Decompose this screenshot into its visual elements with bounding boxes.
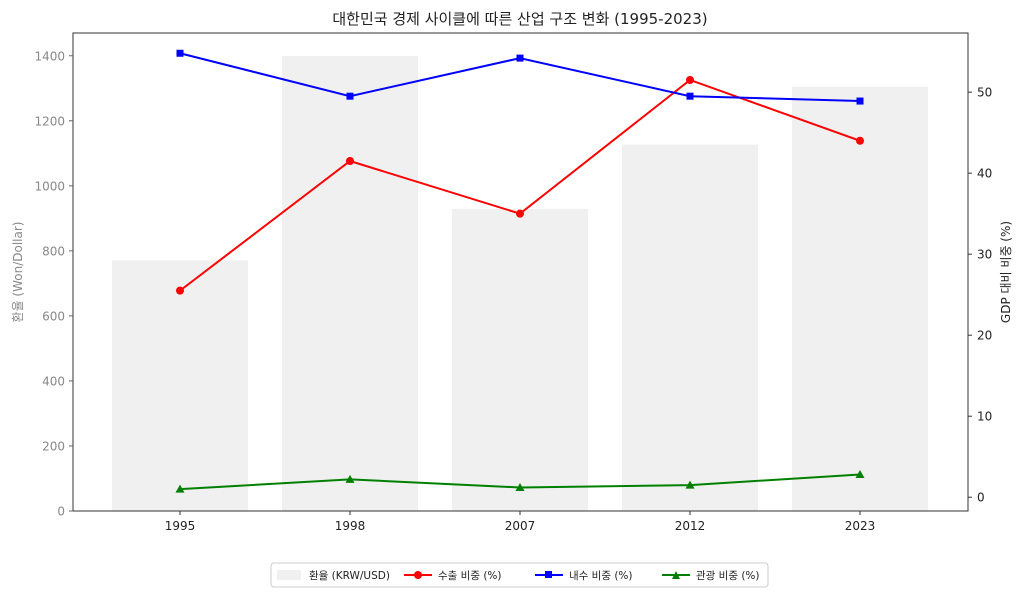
x-axis: 1995 1998 2007 2012 2023: [165, 511, 876, 533]
right-tick-label-20: 20: [977, 329, 992, 343]
x-tick-label-1995: 1995: [165, 519, 196, 533]
x-tick-label-2023: 2023: [845, 519, 876, 533]
x-tick-label-2007: 2007: [505, 519, 536, 533]
bar-1995: [112, 260, 248, 511]
right-axis-label: GDP 대비 비중 (%): [999, 221, 1013, 323]
point-domestic-2012: [686, 92, 694, 100]
point-export-1998: [346, 157, 354, 166]
right-tick-label-10: 10: [977, 410, 992, 424]
left-tick-label-1000: 1000: [34, 179, 65, 193]
legend-item-domestic: 내수 비중 (%): [535, 570, 633, 582]
legend-item-exchange-rate: 환율 (KRW/USD): [277, 570, 390, 582]
point-export-2007: [516, 209, 524, 218]
right-tick-label-50: 50: [977, 86, 992, 100]
legend-label-tourism: 관광 비중 (%): [696, 570, 760, 582]
point-export-2012: [686, 75, 694, 84]
right-axis: 0 10 20 30 40 50: [968, 86, 992, 505]
left-tick-label-400: 400: [42, 374, 65, 388]
left-axis-label: 환율 (Won/Dollar): [11, 222, 25, 323]
point-export-1995: [176, 286, 184, 295]
legend-label-export: 수출 비중 (%): [438, 570, 502, 582]
point-domestic-2023: [856, 97, 864, 105]
bar-2023: [792, 86, 928, 511]
right-tick-label-30: 30: [977, 248, 992, 262]
right-tick-label-40: 40: [977, 167, 992, 181]
bars-layer: [112, 56, 928, 512]
point-tourism-1998: [345, 474, 355, 483]
legend-frame: [270, 562, 769, 588]
point-domestic-1998: [346, 92, 354, 100]
x-tick-label-1998: 1998: [335, 519, 366, 533]
point-tourism-2023: [855, 470, 865, 479]
bar-2012: [622, 144, 758, 512]
point-tourism-2012: [685, 480, 695, 489]
left-tick-label-0: 0: [57, 505, 65, 519]
legend-swatch-exchange-rate: [277, 570, 301, 580]
x-tick-label-2012: 2012: [675, 519, 706, 533]
legend-item-export: 수출 비중 (%): [404, 570, 502, 582]
lines-layer: [175, 49, 865, 493]
bar-1998: [282, 56, 418, 512]
left-axis: 0 200 400 600 800 1000 1200 1400: [34, 49, 73, 519]
legend-label-exchange-rate: 환율 (KRW/USD): [309, 570, 390, 582]
point-domestic-2007: [516, 54, 524, 62]
right-tick-label-0: 0: [977, 491, 985, 505]
left-tick-label-1200: 1200: [34, 114, 65, 128]
point-export-2023: [856, 136, 864, 145]
legend-item-tourism: 관광 비중 (%): [662, 570, 760, 582]
bar-2007: [452, 208, 588, 512]
legend-marker-export: [414, 571, 422, 579]
left-tick-label-600: 600: [42, 309, 65, 323]
legend-label-domestic: 내수 비중 (%): [569, 570, 633, 582]
left-tick-label-800: 800: [42, 244, 65, 258]
legend-marker-tourism: [672, 571, 680, 579]
legend: 환율 (KRW/USD) 수출 비중 (%) 내수 비중 (%) 관광 비중 (…: [270, 562, 769, 588]
left-tick-label-1400: 1400: [34, 49, 65, 63]
point-domestic-1995: [176, 49, 184, 57]
chart-title: 대한민국 경제 사이클에 따른 산업 구조 변화 (1995-2023): [332, 10, 707, 28]
left-tick-label-200: 200: [42, 439, 65, 453]
legend-marker-domestic: [545, 571, 552, 578]
point-tourism-1995: [175, 484, 185, 493]
point-tourism-2007: [515, 483, 525, 492]
